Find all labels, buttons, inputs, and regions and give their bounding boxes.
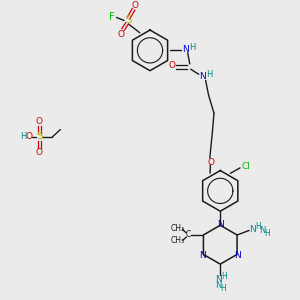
Text: H: H — [265, 229, 271, 238]
Text: H: H — [221, 284, 226, 292]
Text: H: H — [20, 132, 26, 141]
Text: O: O — [26, 132, 32, 141]
Text: H: H — [189, 43, 195, 52]
Text: N: N — [215, 274, 222, 284]
Text: O: O — [118, 30, 124, 39]
Text: Cl: Cl — [242, 162, 250, 171]
Text: C: C — [186, 230, 191, 239]
Text: H: H — [221, 272, 227, 280]
Text: N: N — [199, 251, 206, 260]
Text: CH₃: CH₃ — [171, 236, 185, 245]
Text: S: S — [36, 131, 43, 142]
Text: N: N — [249, 225, 255, 234]
Text: N: N — [182, 45, 189, 54]
Text: N: N — [217, 220, 224, 229]
Text: CH₃: CH₃ — [171, 224, 185, 233]
Text: O: O — [36, 117, 43, 126]
Text: O: O — [168, 61, 175, 70]
Text: N: N — [199, 72, 206, 81]
Text: O: O — [132, 1, 139, 10]
Text: N: N — [259, 226, 266, 235]
Text: N: N — [235, 251, 242, 260]
Text: S: S — [125, 16, 132, 26]
Text: H: H — [206, 70, 213, 79]
Text: O: O — [36, 148, 43, 158]
Text: H: H — [255, 222, 261, 231]
Text: F: F — [109, 13, 115, 22]
Text: N: N — [215, 280, 221, 290]
Text: O: O — [208, 158, 215, 167]
